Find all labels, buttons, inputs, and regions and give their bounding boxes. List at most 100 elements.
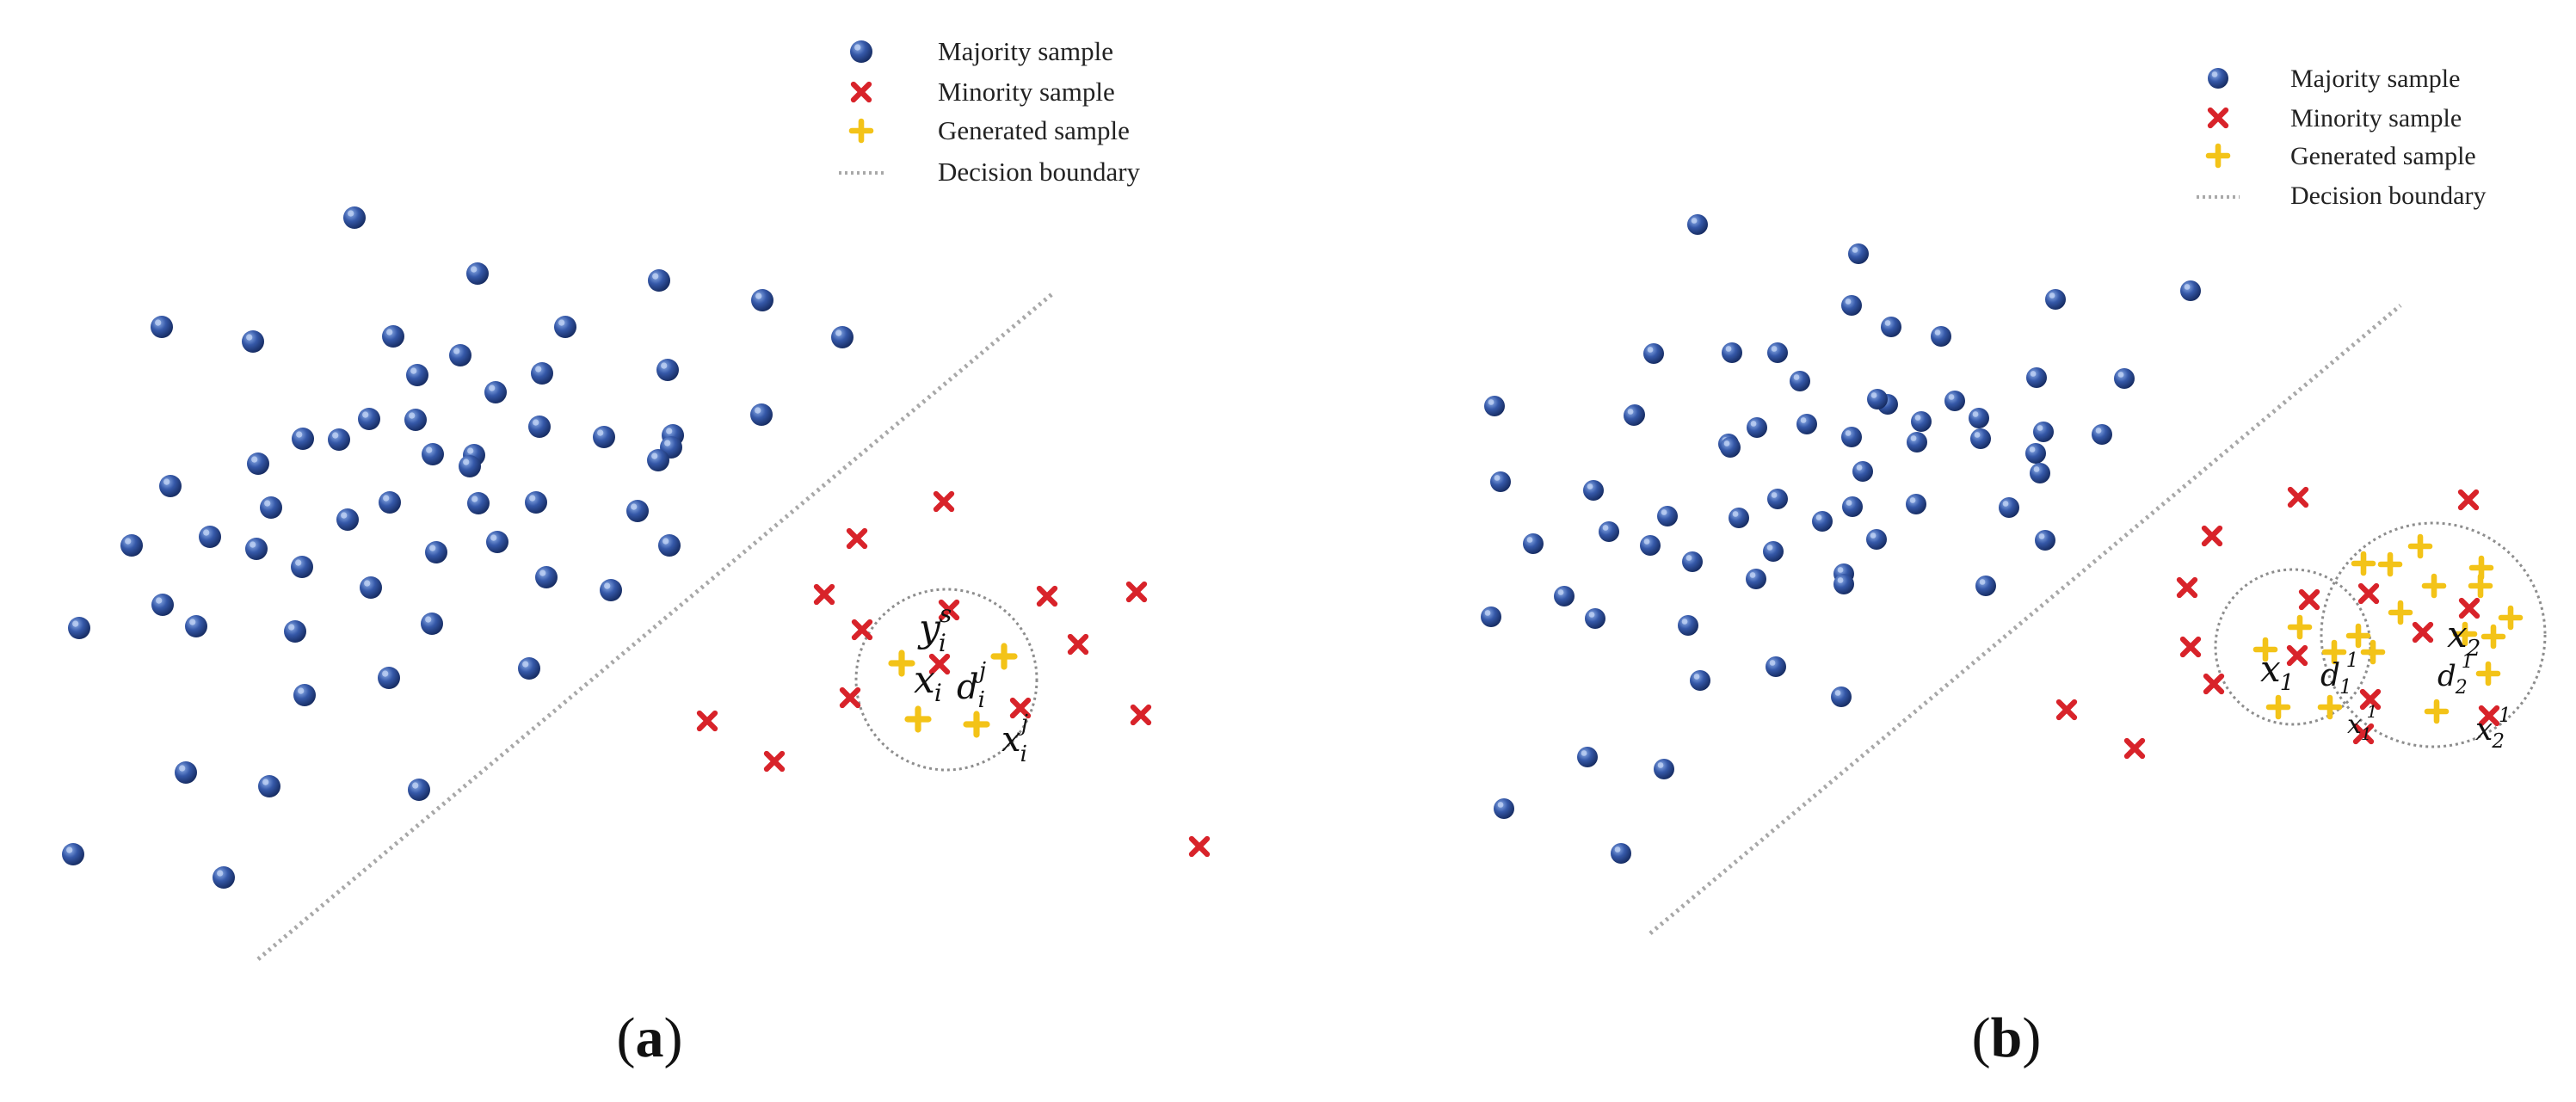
majority-sample (1554, 586, 1575, 606)
majority-sample (647, 449, 669, 471)
majority-sample (535, 566, 558, 588)
majority-sample (467, 492, 490, 514)
majority-sample (425, 541, 447, 563)
majority-sample (1848, 243, 1869, 264)
majority-sample (260, 496, 282, 519)
minority-sample (2412, 621, 2434, 643)
majority-sample (1766, 656, 1786, 677)
generated-sample (2452, 621, 2478, 647)
panel-b: Majority sample Minority sample Generate… (1481, 65, 2547, 1069)
minority-sample (2201, 525, 2223, 547)
majority-sample (484, 381, 507, 403)
majority-sample (245, 538, 268, 560)
legend-boundary-label: Decision boundary (938, 157, 1141, 187)
minority-sample (2123, 737, 2146, 760)
caption-b: (b) (1972, 1007, 2042, 1069)
minority-samples-a (696, 490, 1211, 858)
legend-minority-label: Minority sample (938, 77, 1115, 107)
legend-majority-label: Majority sample (938, 36, 1113, 66)
majority-sample (358, 408, 380, 430)
majority-sample (1852, 461, 1873, 482)
majority-sample (1812, 511, 1833, 532)
label-d-2-1: d21 (2437, 651, 2474, 699)
generated-sample (2360, 639, 2386, 665)
majority-sample (408, 779, 430, 801)
majority-sample (1494, 798, 1514, 819)
majority-sample (292, 428, 314, 450)
majority-sample (525, 491, 547, 514)
majority-sample (850, 40, 872, 63)
panel-a: Majority sample Minority sample Generate… (62, 36, 1211, 1069)
minority-sample (1125, 581, 1148, 603)
minority-sample (928, 653, 951, 675)
majority-sample (291, 556, 313, 578)
majority-sample (2114, 368, 2135, 389)
minority-sample (1036, 585, 1058, 607)
label-y-i-s: yis (917, 600, 952, 657)
majority-sample (2026, 367, 2047, 388)
minority-sample (846, 527, 868, 550)
majority-sample (1484, 396, 1505, 416)
majority-sample (1833, 574, 1854, 594)
majority-sample (68, 617, 90, 639)
label-d-1-1: d11 (2320, 650, 2358, 699)
generated-sample (2287, 614, 2313, 640)
majority-sample (1682, 551, 1703, 572)
neighborhood-circle-b-1 (2214, 568, 2372, 726)
majority-sample (658, 534, 681, 557)
majority-sample (1643, 343, 1664, 364)
majority-sample (378, 667, 400, 689)
generated-sample (2252, 637, 2278, 662)
majority-sample (1687, 214, 1708, 235)
decision-boundary-b (1649, 304, 2402, 935)
minority-sample (2457, 489, 2480, 511)
label-d-i-j: dij (957, 658, 986, 713)
generated-sample (2475, 661, 2501, 686)
minority-sample (2286, 644, 2308, 667)
majority-sample (185, 615, 207, 637)
majority-sample (2025, 443, 2046, 464)
majority-sample (1881, 317, 1901, 337)
majority-sample (247, 452, 269, 475)
majority-sample (1970, 428, 1991, 449)
majority-sample (2033, 422, 2054, 442)
majority-sample (213, 866, 235, 889)
majority-sample (1746, 569, 1766, 589)
generated-sample (2388, 600, 2413, 625)
majority-sample (120, 534, 143, 557)
label-x-i: xi (914, 658, 942, 707)
majority-sample (2030, 463, 2050, 483)
majority-sample (750, 403, 773, 426)
majority-sample (1599, 521, 1619, 542)
majority-sample (554, 316, 576, 338)
majority-sample (459, 455, 481, 477)
generated-sample (2377, 551, 2403, 577)
minority-sample (2207, 107, 2229, 129)
legend-generated-label: Generated sample (938, 115, 1130, 145)
label-x-2: x2 (2447, 613, 2480, 662)
generated-samples-b (2252, 533, 2524, 724)
majority-sample (1722, 342, 1742, 363)
generated-sample (2205, 143, 2231, 169)
majority-sample (1999, 497, 2019, 518)
generated-samples-a (888, 643, 1018, 738)
label-x-2-1: x21 (2475, 705, 2511, 753)
majority-sample (258, 775, 280, 797)
majority-sample (1720, 437, 1741, 458)
minority-sample (850, 81, 872, 103)
majority-sample (600, 579, 622, 601)
legend-generated-marker (848, 118, 874, 144)
minority-sample (839, 686, 861, 709)
majority-sample (336, 508, 359, 531)
majority-sample (626, 500, 649, 522)
majority-sample (1690, 670, 1710, 691)
generated-sample (888, 650, 915, 677)
majority-sample (343, 206, 366, 229)
minority-sample (2203, 673, 2225, 695)
minority-sample (2298, 588, 2320, 611)
neighborhood-circle-a (854, 588, 1038, 772)
label-x-1-1: x11 (2347, 701, 2377, 744)
majority-sample (151, 316, 173, 338)
majority-sample (2208, 68, 2228, 89)
majority-sample (1481, 606, 1501, 627)
